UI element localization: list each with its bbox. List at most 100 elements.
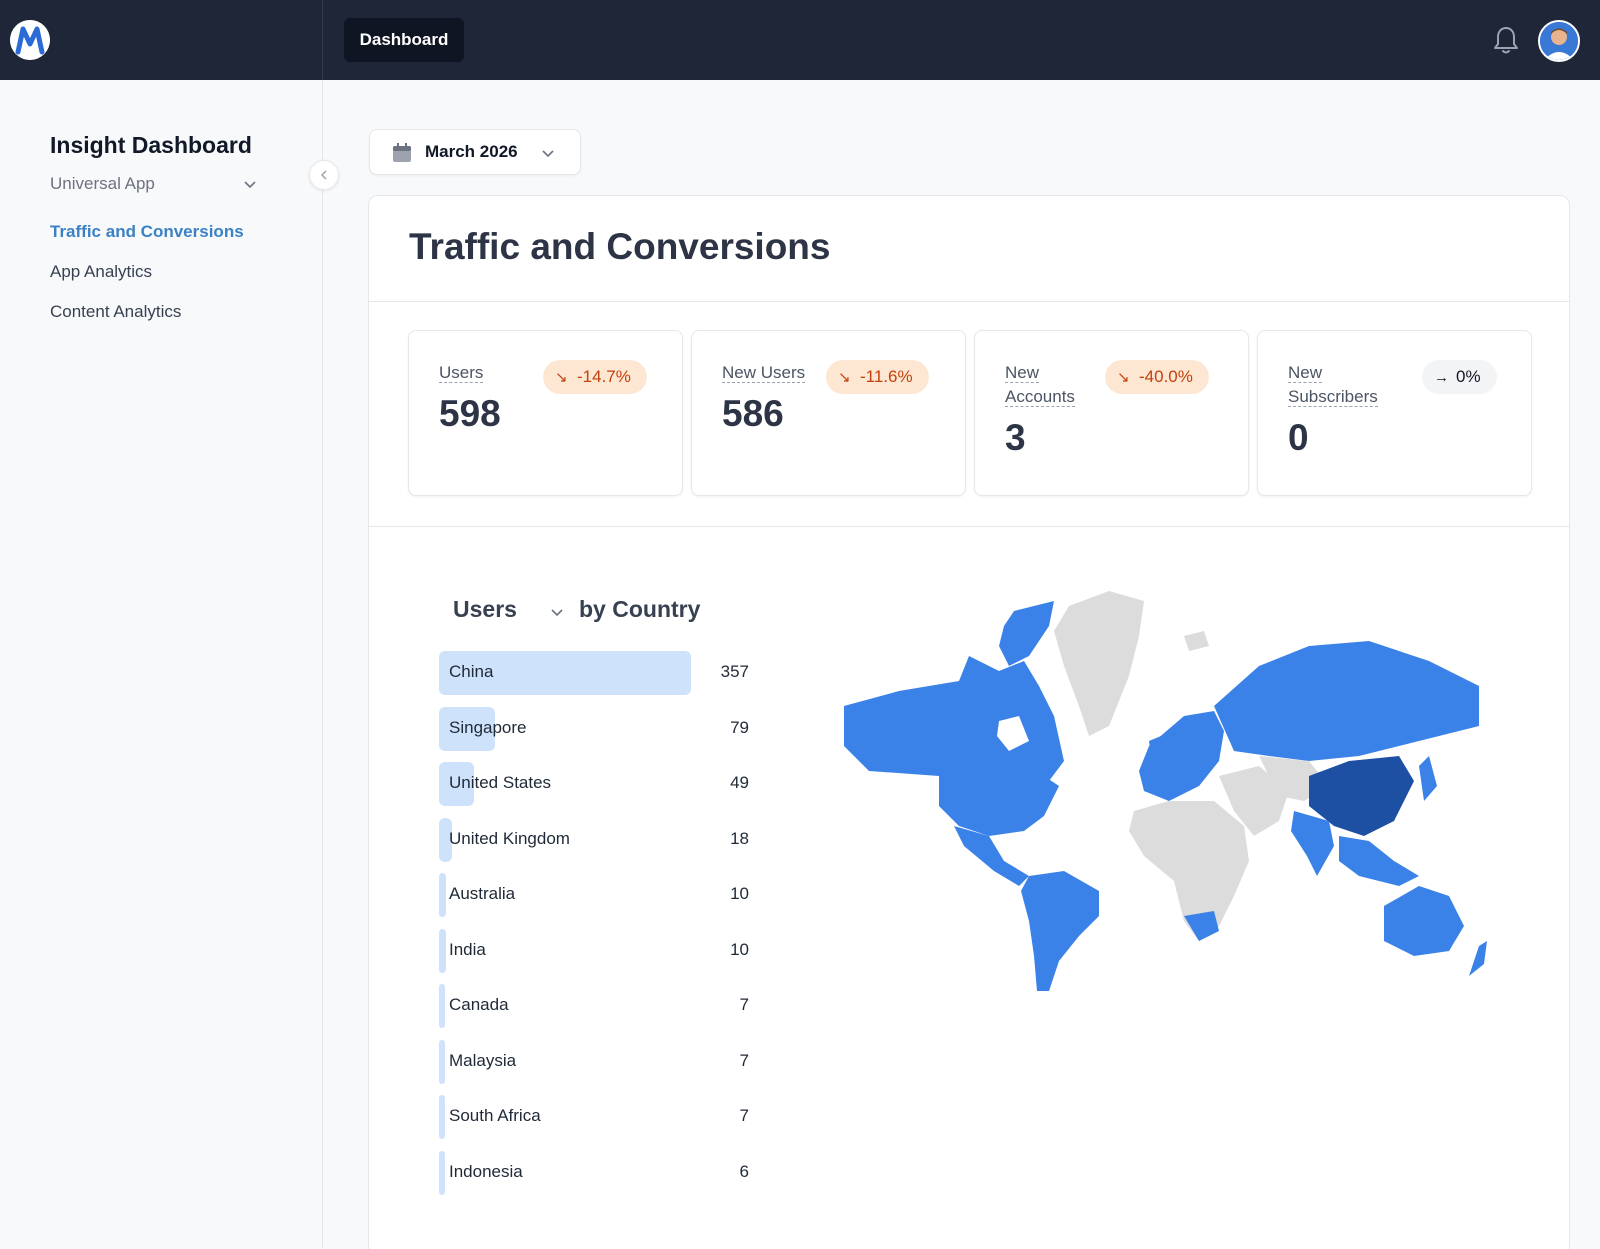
map-region-japan [1419,756,1437,801]
list-item[interactable]: Canada 7 [439,984,749,1028]
divider [369,526,1569,527]
list-item[interactable]: India 10 [439,929,749,973]
country-value: 7 [739,1051,749,1070]
metric-label: New Users [722,363,806,383]
sidebar-item-traffic-and-conversions[interactable]: Traffic and Conversions [50,222,244,241]
sidebar-item-app-analytics[interactable]: App Analytics [50,262,153,281]
country-name: Indonesia [449,1162,523,1181]
map-region-iceland [1184,631,1209,651]
list-item[interactable]: South Africa 7 [439,1095,749,1139]
app-select-value: Universal App [50,174,155,193]
arrow-down-right-icon: ↘ [1117,369,1130,386]
chevron-left-icon [320,170,327,180]
list-item[interactable]: Singapore 79 [439,707,749,751]
country-bar [439,929,446,973]
sidebar-title: Insight Dashboard [50,132,252,158]
list-item[interactable]: Australia 10 [439,873,749,917]
country-name: Canada [449,995,509,1014]
list-item[interactable]: Indonesia 6 [439,1151,749,1195]
map-region-australia [1384,886,1464,956]
country-value: 7 [739,1106,749,1125]
country-value: 10 [730,940,749,959]
calendar-icon [393,143,411,162]
metric-label: New Accounts [1005,363,1075,407]
country-value: 49 [730,773,749,792]
sidebar-item-content-analytics[interactable]: Content Analytics [50,302,182,321]
tab-dashboard[interactable]: Dashboard [344,18,464,62]
country-name: Australia [449,884,516,903]
map-region-europe [1139,711,1224,801]
chevron-down-icon[interactable] [549,604,565,620]
page-title: Traffic and Conversions [409,226,831,267]
country-bar [439,984,445,1028]
change-badge: ↘ -11.6% [826,360,929,394]
country-name: Singapore [449,718,527,737]
country-name: India [449,940,486,959]
metric-label: New Subscribers [1288,363,1378,407]
topbar-divider [322,0,323,80]
date-picker-label: March 2026 [425,142,518,161]
country-bar [439,707,495,751]
chevron-down-icon [244,181,256,189]
map-region-south-america [1021,871,1099,991]
metric-card-new-subscribers[interactable]: New Subscribers 0 → 0% [1257,330,1532,496]
date-picker[interactable]: March 2026 [369,129,581,175]
app-select[interactable]: Universal App [50,174,258,200]
arrow-down-right-icon: ↘ [838,369,851,386]
country-name: United Kingdom [449,829,570,848]
country-bar [439,1151,445,1195]
change-badge: ↘ -40.0% [1105,360,1209,394]
country-bar [439,762,474,806]
divider [369,301,1569,302]
map-region-mexico [954,826,1029,886]
country-bar [439,873,446,917]
list-item[interactable]: United States 49 [439,762,749,806]
country-name: Malaysia [449,1051,517,1070]
country-value: 7 [739,995,749,1014]
map-region-southeast-asia [1339,836,1419,886]
country-value: 357 [720,662,749,681]
arrow-right-icon: → [1434,369,1449,386]
map-region-united-kingdom [1149,736,1164,761]
country-bar [439,1095,445,1139]
by-country-label: by Country [579,596,701,622]
map-region-united-states [939,776,1059,836]
country-bar [439,818,452,862]
map-region-china [1309,756,1414,836]
metric-label: Users [439,363,484,383]
change-badge: ↘ -14.7% [543,360,647,394]
sidebar: Insight Dashboard Universal App Traffic … [0,80,323,1249]
world-map [844,591,1487,991]
map-region-new-zealand [1469,941,1487,976]
metric-value: 598 [439,393,501,434]
chevron-down-icon [542,150,554,158]
collapse-sidebar-button[interactable] [309,160,339,190]
country-panel-header: Users by Country [453,596,713,630]
map-region-africa [1129,801,1249,941]
list-item[interactable]: China 357 [439,651,749,695]
country-value: 10 [730,884,749,903]
map-region-south-africa [1184,911,1219,941]
metric-card-new-users[interactable]: New Users 586 ↘ -11.6% [691,330,966,496]
m-logo-icon[interactable] [10,20,50,60]
bell-icon[interactable] [1492,24,1520,56]
list-item[interactable]: Malaysia 7 [439,1040,749,1084]
top-bar: Dashboard [0,0,1600,80]
arrow-down-right-icon: ↘ [555,369,568,386]
list-item[interactable]: United Kingdom 18 [439,818,749,862]
map-region-greenland [1054,591,1144,736]
metric-value: 3 [1005,417,1026,458]
metric-card-new-accounts[interactable]: New Accounts 3 ↘ -40.0% [974,330,1249,496]
metric-select[interactable]: Users [453,596,517,622]
change-badge: → 0% [1422,360,1497,394]
country-bar [439,1040,445,1084]
metric-card-users[interactable]: Users 598 ↘ -14.7% [408,330,683,496]
map-region-middle-east [1219,766,1289,836]
map-region-russia [1214,641,1479,761]
country-value: 79 [730,718,749,737]
country-name: South Africa [449,1106,541,1125]
map-region-canada [844,656,1064,781]
user-avatar[interactable] [1538,20,1580,62]
country-bar [439,651,691,695]
country-name: China [449,662,494,681]
